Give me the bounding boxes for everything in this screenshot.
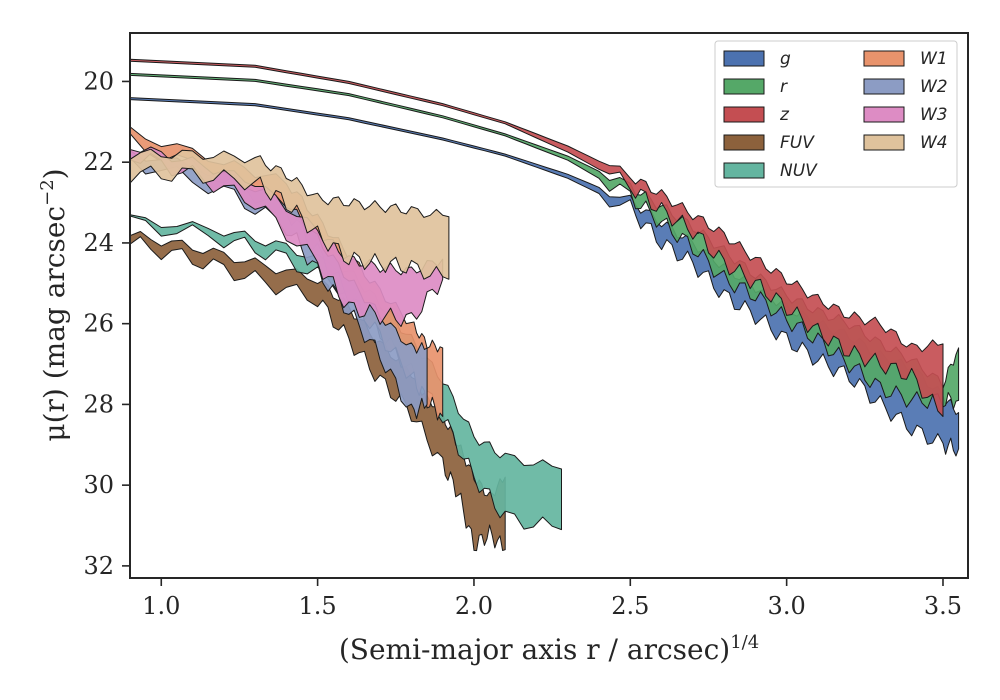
plot-frame <box>129 32 969 579</box>
legend-label-w3: W3 <box>920 105 948 125</box>
legend-swatch-nuv <box>723 162 765 179</box>
y-tick-label: 20 <box>83 67 114 95</box>
band-z <box>130 58 944 417</box>
profile-bands <box>130 58 960 552</box>
band-w4 <box>130 148 450 280</box>
legend-swatch-w1 <box>863 50 905 67</box>
x-axis-label: (Semi-major axis r / arcsec)1/4 <box>339 632 759 666</box>
legend: grz FUV NUV W1 W2 W3 W4 <box>714 40 958 188</box>
x-tick-label: 2.0 <box>455 592 493 620</box>
x-tick-label: 2.5 <box>611 592 649 620</box>
y-tick-label: 22 <box>83 148 114 176</box>
legend-label-nuv: NUV <box>780 161 818 181</box>
legend-swatch-r <box>723 78 765 95</box>
x-tick-label: 3.5 <box>924 592 962 620</box>
y-axis-label: μ(r) (mag arcsec−2) <box>37 168 71 441</box>
band-r <box>130 72 960 410</box>
legend-label-w2: W2 <box>920 77 948 97</box>
legend-label-w4: W4 <box>920 133 948 153</box>
y-axis-ticks: 20 22 24 26 28 30 32 <box>83 67 130 580</box>
y-tick-label: 30 <box>83 471 114 499</box>
y-tick-label: 24 <box>83 229 114 257</box>
band-w3 <box>130 146 444 327</box>
legend-label-r: r <box>780 77 788 97</box>
legend-swatch-w3 <box>863 106 905 123</box>
legend-label-w1: W1 <box>920 49 948 69</box>
y-tick-label: 28 <box>83 390 114 418</box>
band-g <box>130 97 960 457</box>
x-axis-ticks: 1.0 1.5 2.0 2.5 3.0 3.5 <box>142 578 962 620</box>
x-tick-label: 1.5 <box>299 592 337 620</box>
y-tick-label: 32 <box>83 552 114 580</box>
legend-swatch-fuv <box>723 134 765 151</box>
x-tick-label: 1.0 <box>142 592 180 620</box>
legend-label-fuv: FUV <box>780 133 815 153</box>
legend-label-z: z <box>779 105 790 125</box>
legend-swatch-g <box>723 50 765 67</box>
y-tick-label: 26 <box>83 310 114 338</box>
legend-swatch-z <box>723 106 765 123</box>
x-tick-label: 3.0 <box>768 592 806 620</box>
legend-swatch-w2 <box>863 78 905 95</box>
legend-swatch-w4 <box>863 134 905 151</box>
legend-label-g: g <box>780 49 791 69</box>
